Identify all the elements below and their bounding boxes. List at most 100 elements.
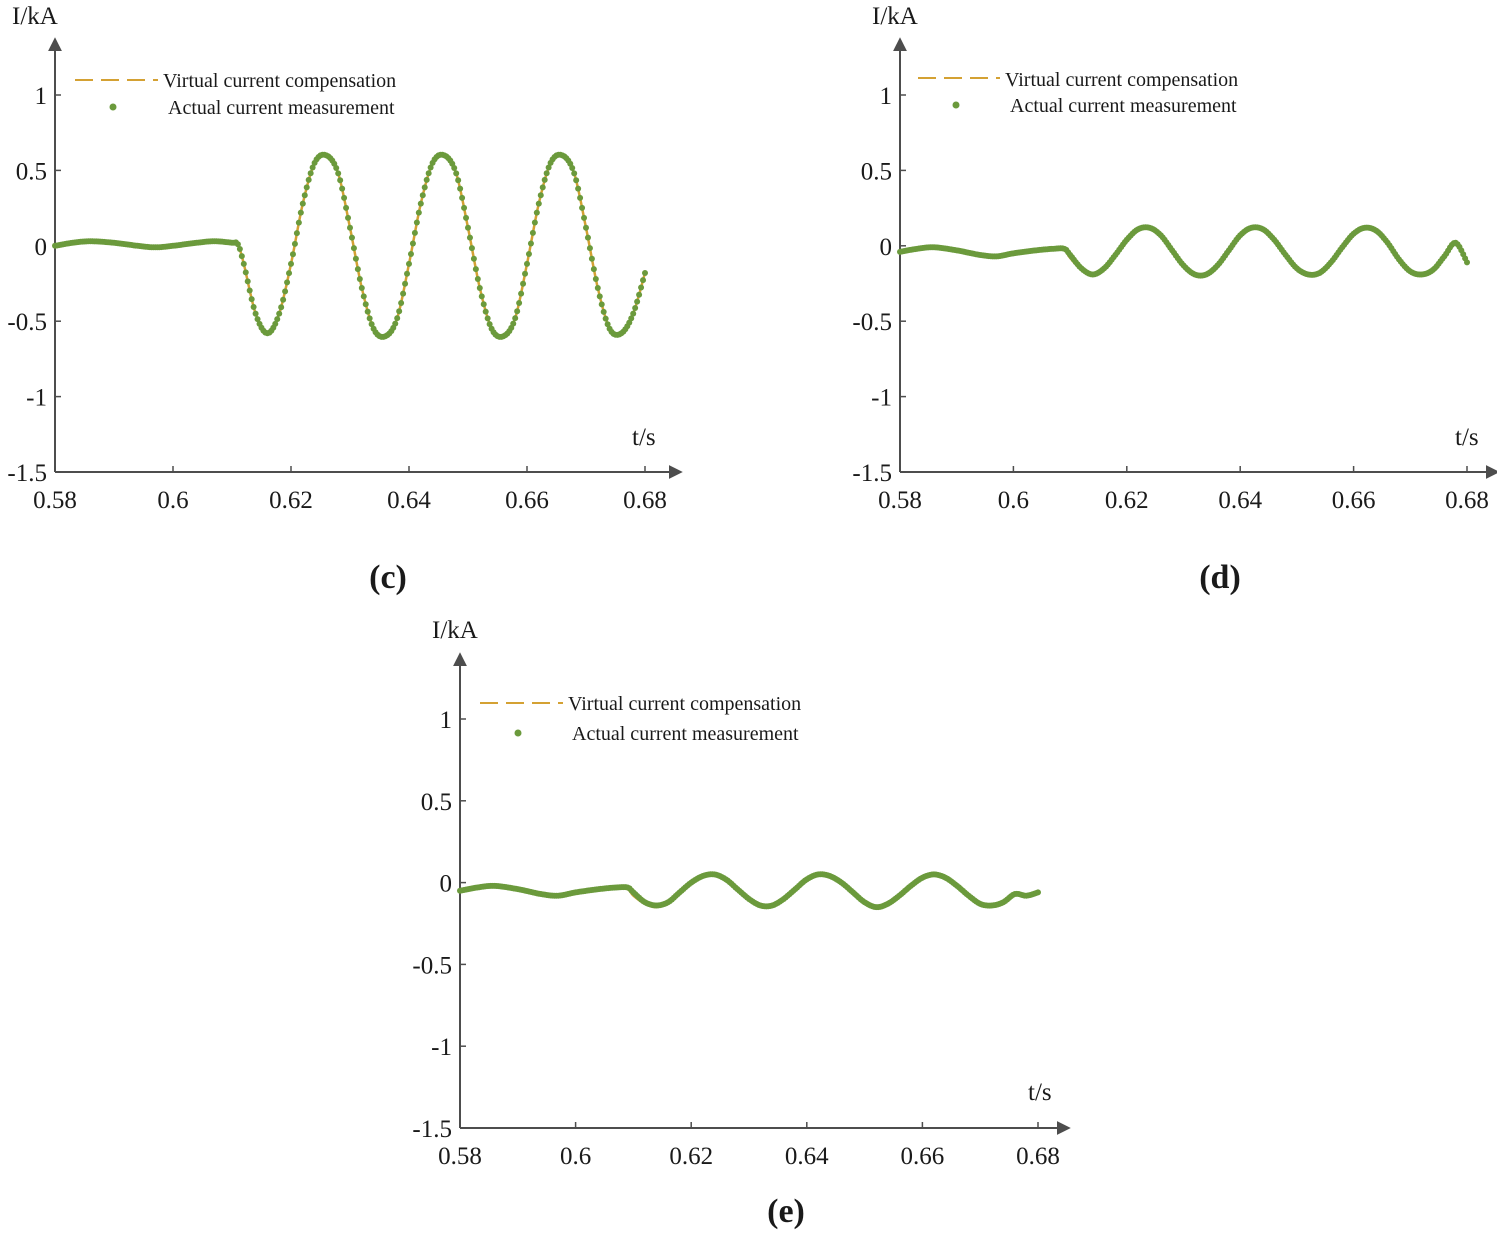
series-actual-point (293, 230, 300, 237)
x-tick-label: 0.64 (387, 487, 431, 514)
series-actual-point (529, 229, 536, 236)
series-actual-point (348, 234, 355, 241)
series-actual-point (638, 284, 645, 291)
series-actual-point (291, 240, 298, 247)
series-actual-point (252, 310, 259, 317)
series-actual-point (463, 214, 470, 221)
series-actual-point (539, 184, 546, 191)
series-actual-point (360, 293, 367, 300)
series-actual-point (409, 240, 416, 247)
series-actual-point (466, 234, 473, 241)
series-actual-point (352, 255, 359, 262)
series-actual-point (525, 250, 532, 257)
chart-panel-d: I/kA t/s (d) Virtual current compensatio… (852, 3, 1497, 596)
series-actual-point (347, 224, 353, 231)
series-actual-point (413, 219, 420, 226)
series-actual-point (573, 177, 580, 184)
series-actual-point (640, 277, 647, 284)
series-actual-point (244, 278, 251, 285)
series-actual-point (417, 200, 424, 207)
series-actual-point (297, 209, 304, 216)
series-actual-point (598, 301, 605, 308)
legend-swatch-actual (514, 729, 522, 737)
series-actual-point (586, 245, 593, 252)
series-actual-point (455, 177, 462, 184)
series-actual-point (240, 260, 247, 267)
series-actual-point (406, 260, 412, 267)
x-tick-label: 0.6 (998, 487, 1029, 514)
series-actual-point (459, 194, 466, 201)
series-actual-point (272, 320, 279, 327)
series-actual-point (630, 310, 637, 317)
series-actual-point (238, 253, 245, 260)
series-actual-point (604, 321, 611, 328)
x-tick-label: 0.58 (878, 487, 922, 514)
series-actual-point (242, 269, 249, 276)
series-actual-point (356, 276, 363, 283)
panel-caption: (e) (767, 1193, 805, 1230)
series-actual-point (520, 280, 527, 287)
series-actual-point (254, 316, 261, 323)
y-tick-label: -1.5 (412, 1116, 452, 1143)
legend: Virtual current compensation Actual curr… (480, 693, 801, 745)
series-actual-point (632, 305, 639, 312)
legend-label-virtual: Virtual current compensation (163, 70, 396, 92)
series-actual-point (510, 320, 517, 327)
series-actual-point (407, 250, 414, 257)
legend-swatch-actual (109, 103, 117, 111)
series-actual-point (584, 234, 591, 241)
x-tick-label: 0.6 (560, 1143, 591, 1170)
y-tick-label: 0.5 (861, 158, 892, 185)
legend: Virtual current compensation Actual curr… (75, 70, 396, 119)
series-actual-point (628, 315, 635, 322)
series-actual-point (396, 308, 403, 315)
x-tick-label: 0.64 (1218, 487, 1262, 514)
series-actual-point (512, 315, 519, 322)
series-actual-point (533, 209, 540, 216)
legend-label-actual: Actual current measurement (572, 723, 799, 745)
series-actual-point (343, 204, 350, 211)
series-actual-point (478, 293, 485, 300)
series-actual-point (248, 296, 255, 303)
x-tick-label: 0.68 (1445, 487, 1489, 514)
series-actual-point (634, 298, 641, 305)
series-actual-point (333, 165, 340, 172)
series-actual-point (392, 320, 399, 327)
y-tick-label: 1 (880, 83, 893, 110)
series-actual-point (600, 308, 607, 315)
y-tick-label: 1 (440, 707, 453, 734)
series-actual-point (571, 170, 578, 177)
legend-label-actual: Actual current measurement (168, 97, 395, 119)
series-actual-point (470, 255, 477, 262)
x-tick-label: 0.58 (438, 1143, 482, 1170)
series-actual-point (345, 214, 352, 221)
series-actual-point (341, 194, 348, 201)
legend-swatch-actual (952, 101, 960, 109)
series-actual-point (516, 299, 523, 306)
series-actual-point (358, 285, 365, 292)
series-actual-point (398, 299, 405, 306)
series-actual-point (404, 270, 411, 277)
series-actual-point (541, 176, 548, 183)
x-tick-label: 0.66 (505, 487, 549, 514)
series-actual-point (303, 184, 310, 191)
y-tick-label: 0 (880, 234, 893, 261)
series-actual-point (354, 266, 361, 273)
x-tick-label: 0.6 (157, 487, 188, 514)
series-actual-point (594, 285, 601, 292)
x-tick-label: 0.62 (669, 1143, 713, 1170)
series-actual-point (394, 315, 401, 322)
series-actual-point (484, 315, 491, 322)
series-actual-point (453, 170, 460, 177)
chart-panel-c: I/kA t/s (c) Virtual current compensatio… (7, 3, 683, 596)
series-actual-point (337, 177, 344, 184)
series-actual-point (641, 269, 648, 276)
y-tick-label: -1.5 (852, 460, 892, 487)
series-actual-point (335, 170, 342, 177)
series-actual-point (472, 266, 479, 273)
series-actual-point (364, 308, 371, 315)
y-tick-label: -1 (871, 385, 892, 412)
series-actual-point (543, 170, 550, 177)
x-tick-label: 0.64 (785, 1143, 829, 1170)
